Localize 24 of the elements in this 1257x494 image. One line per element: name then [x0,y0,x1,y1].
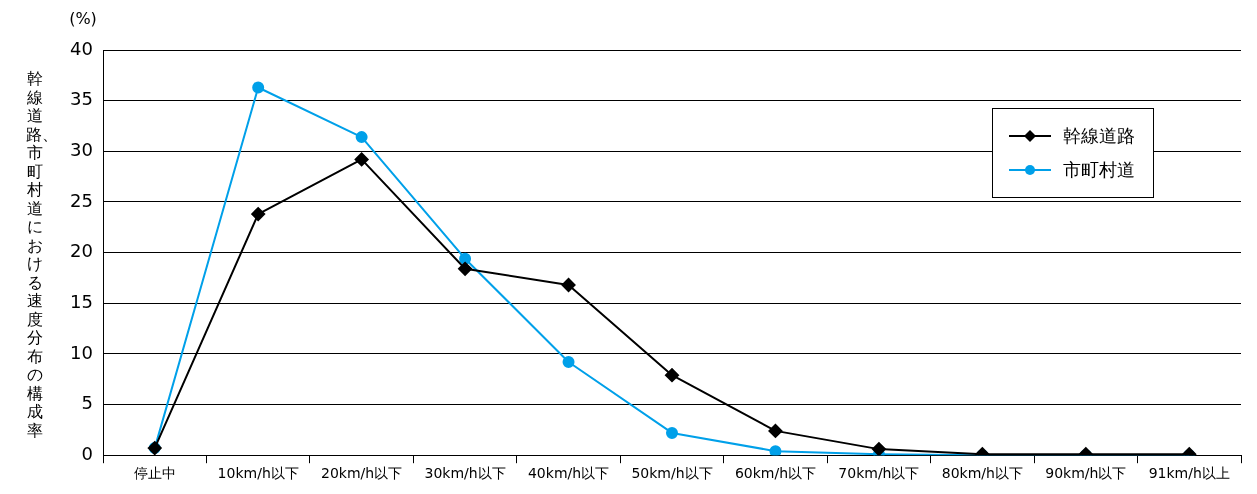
y-tick-label: 15 [70,290,93,312]
y-tick-label: 25 [70,189,93,211]
x-tick-label: 20km/h以下 [321,465,403,482]
x-tick-label: 50km/h以下 [631,465,713,482]
x-tick-label: 40km/h以下 [527,465,610,482]
x-tick-label: 停止中 [133,465,176,482]
x-tick-label: 10km/h以下 [217,465,299,482]
x-tick-label: 80km/h以下 [941,465,1023,482]
x-tick-label: 70km/h以下 [838,465,920,482]
y-tick-label: 20 [70,240,93,262]
y-tick-label: 40 [70,37,93,59]
x-tick-label: 90km/h以下 [1045,465,1127,482]
x-tick-label: 91km/h以上 [1148,465,1230,482]
legend-label: 市町村道 [1063,158,1135,182]
x-tick-label: 60km/h以下 [734,465,817,482]
y-tick-label: 10 [70,341,93,363]
legend-label: 幹線道路 [1063,124,1135,148]
y-tick-label: 35 [70,88,93,110]
y-tick-label: 0 [81,442,93,464]
text: 幹線道路、市町村道における速度分布の構成率 [26,69,58,440]
y-tick-label: 30 [70,138,93,160]
x-tick-label: 30km/h以下 [424,465,506,482]
y-tick-label: 5 [81,392,93,414]
text: (%) [69,9,97,29]
